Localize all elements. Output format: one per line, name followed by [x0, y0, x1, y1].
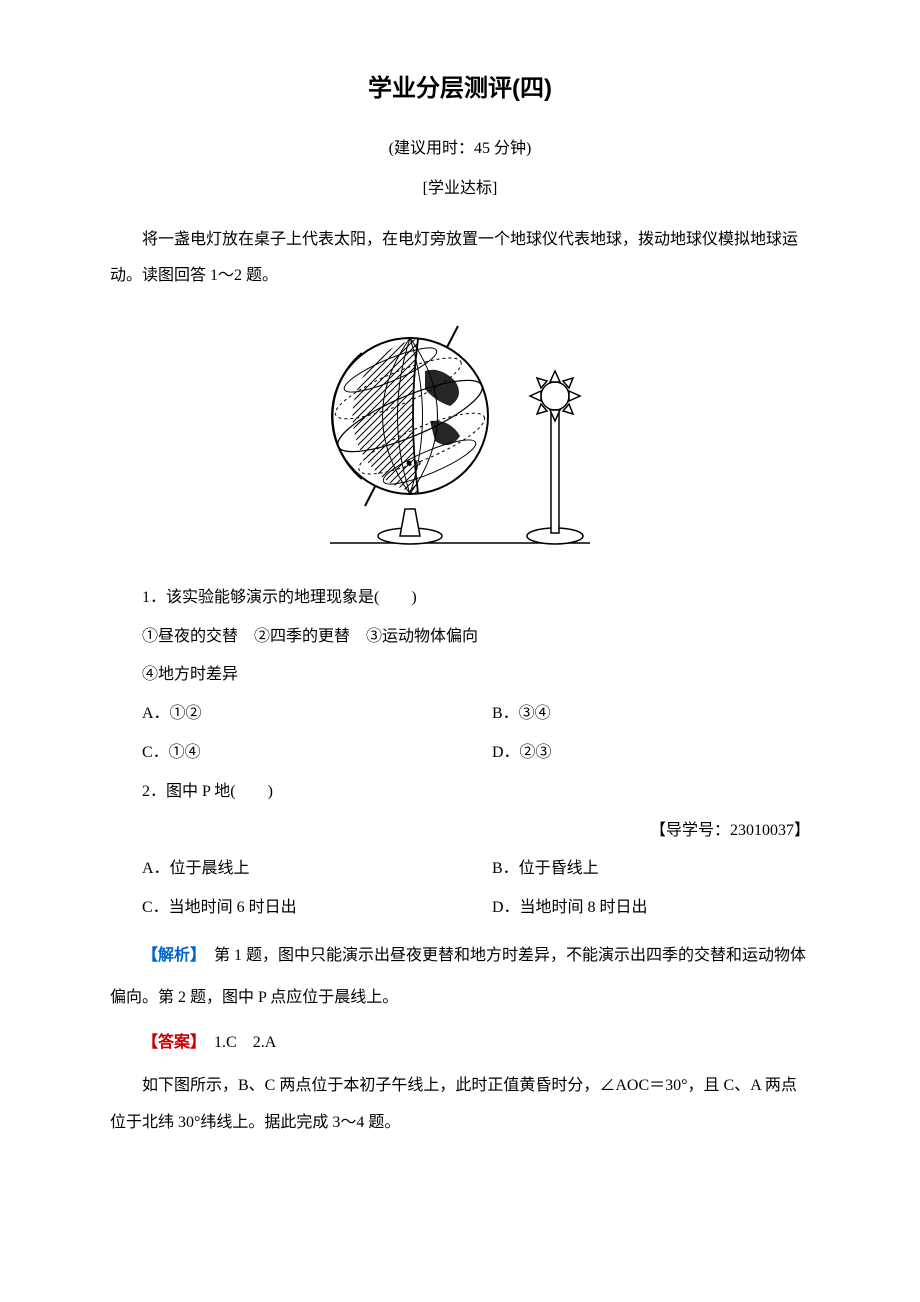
intro-paragraph: 将一盏电灯放在桌子上代表太阳，在电灯旁放置一个地球仪代表地球，拨动地球仪模拟地球…: [110, 222, 810, 296]
next-intro-paragraph: 如下图所示，B、C 两点位于本初子午线上，此时正值黄昏时分，∠AOC＝30°，且…: [110, 1068, 810, 1142]
q1-stem: 1．该实验能够演示的地理现象是( ): [110, 580, 810, 617]
answer-text: 1.C 2.A: [198, 1034, 276, 1051]
q1-option-d: D．②③: [460, 735, 810, 772]
q2-options-ab: A．位于晨线上 B．位于昏线上: [110, 851, 810, 888]
q1-choices-2: ④地方时差异: [110, 657, 810, 694]
q1-choices-1: ①昼夜的交替 ②四季的更替 ③运动物体偏向: [110, 619, 810, 656]
analysis-text: 第 1 题，图中只能演示出昼夜更替和地方时差异，不能演示出四季的交替和运动物体偏…: [110, 947, 806, 1006]
svg-text:P: P: [414, 457, 421, 472]
analysis-paragraph: 【解析】 第 1 题，图中只能演示出昼夜更替和地方时差异，不能演示出四季的交替和…: [110, 935, 810, 1018]
section-label: [学业达标]: [110, 176, 810, 202]
answer-label: 【答案】: [142, 1034, 198, 1051]
figure-globe-lamp: P: [110, 311, 810, 560]
answer-paragraph: 【答案】 1.C 2.A: [110, 1022, 810, 1064]
q1-options-cd: C．①④ D．②③: [110, 735, 810, 772]
q1-option-a: A．①②: [110, 696, 460, 733]
q1-options-ab: A．①② B．③④: [110, 696, 810, 733]
analysis-label: 【解析】: [142, 947, 198, 964]
q2-option-d: D．当地时间 8 时日出: [460, 890, 810, 927]
q2-option-a: A．位于晨线上: [110, 851, 460, 888]
q2-option-b: B．位于昏线上: [460, 851, 810, 888]
q2-options-cd: C．当地时间 6 时日出 D．当地时间 8 时日出: [110, 890, 810, 927]
subtitle: (建议用时：45 分钟): [110, 136, 810, 162]
q2-option-c: C．当地时间 6 时日出: [110, 890, 460, 927]
q1-option-b: B．③④: [460, 696, 810, 733]
q1-option-c: C．①④: [110, 735, 460, 772]
page-title: 学业分层测评(四): [110, 70, 810, 108]
q2-stem: 2．图中 P 地( ): [110, 774, 810, 811]
q2-guide-number: 【导学号：23010037】: [110, 813, 810, 850]
